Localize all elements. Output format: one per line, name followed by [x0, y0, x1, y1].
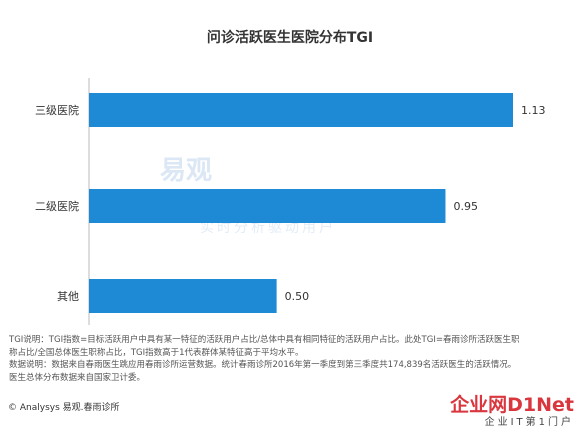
- chart-notes: TGI说明：TGI指数=目标活跃用户中具有某一特征的活跃用户占比/总体中具有相同…: [9, 334, 569, 384]
- category-label-0: 三级医院: [35, 103, 79, 117]
- note-line-1: TGI说明：TGI指数=目标活跃用户中具有某一特征的活跃用户占比/总体中具有相同…: [9, 335, 520, 345]
- note-line-4: 医生总体分布数据来自国家卫计委。: [9, 372, 146, 383]
- chart-title: 问诊活跃医生医院分布TGI: [206, 30, 374, 46]
- note-line-3: 数据说明：数据来自春雨医生跳应用春雨诊所运营数据。统计春雨诊所2016年第一季度…: [9, 360, 517, 370]
- note-line-2: 称占比/全国总体医生职称占比，TGI指数高于1代表群体某特征高于平均水平。: [9, 347, 304, 358]
- value-label-2: 0.50: [285, 290, 310, 303]
- bar-1: [89, 189, 446, 223]
- value-label-0: 1.13: [521, 104, 546, 117]
- bar-2: [89, 279, 277, 313]
- category-label-2: 其他: [57, 290, 79, 303]
- value-label-1: 0.95: [453, 200, 478, 213]
- bar-chart: 三级医院 1.13 二级医院 0.95 其他 0.50: [35, 78, 546, 325]
- brand-name: 企业网D1Net: [450, 394, 574, 416]
- source-credit: © Analysys 易观.春雨诊所: [8, 403, 120, 413]
- category-label-1: 二级医院: [35, 199, 79, 213]
- bar-0: [89, 93, 513, 127]
- brand-logo: 企业网D1Net 企业IT第1门户: [424, 394, 574, 434]
- brand-tagline: 企业IT第1门户: [484, 417, 574, 428]
